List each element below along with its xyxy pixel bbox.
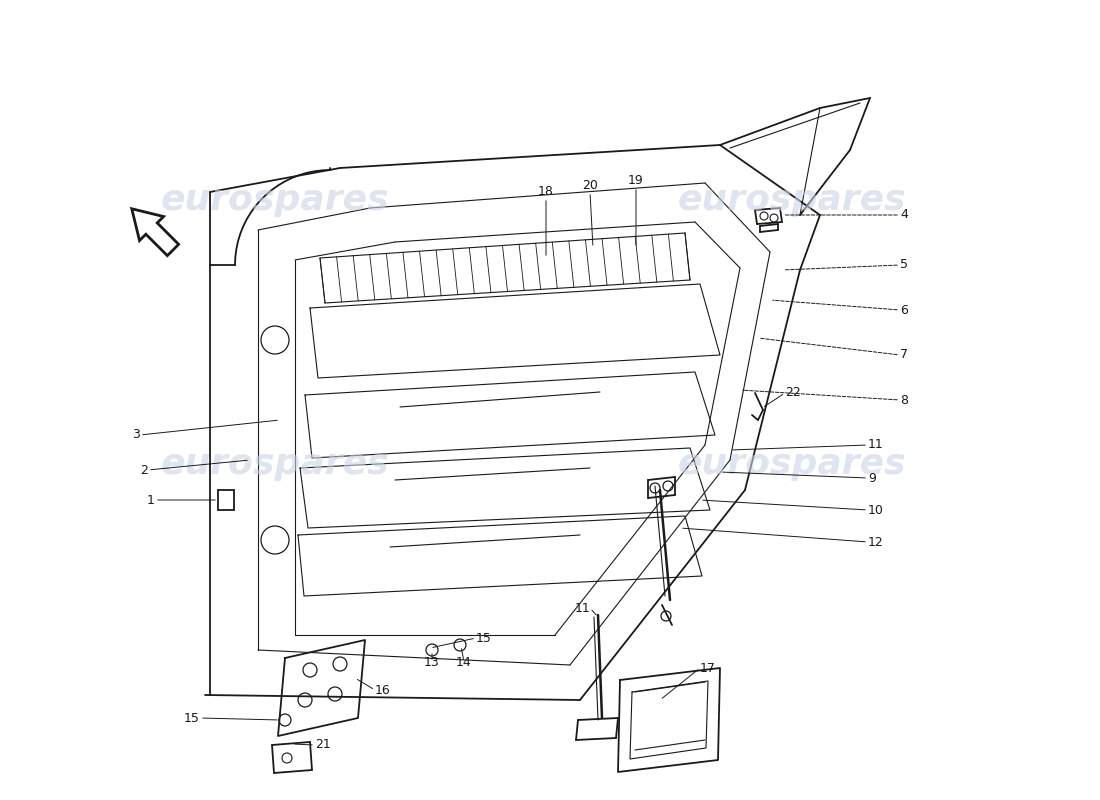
Text: 15: 15 <box>476 631 492 645</box>
Text: 12: 12 <box>868 535 883 549</box>
Text: 19: 19 <box>628 174 643 187</box>
Text: 11: 11 <box>868 438 883 451</box>
Text: 20: 20 <box>582 179 598 192</box>
Text: 11: 11 <box>574 602 590 614</box>
FancyArrow shape <box>132 209 178 256</box>
Text: 1: 1 <box>147 494 155 506</box>
Text: 22: 22 <box>785 386 801 399</box>
Text: 2: 2 <box>140 463 148 477</box>
Text: 10: 10 <box>868 503 884 517</box>
Text: eurospares: eurospares <box>161 183 389 217</box>
Text: 21: 21 <box>315 738 331 751</box>
Text: 18: 18 <box>538 185 554 198</box>
Text: eurospares: eurospares <box>161 447 389 481</box>
Text: 9: 9 <box>868 471 876 485</box>
Text: 7: 7 <box>900 349 908 362</box>
Text: 5: 5 <box>900 258 908 271</box>
Text: eurospares: eurospares <box>678 447 906 481</box>
Text: 4: 4 <box>900 209 908 222</box>
Text: 6: 6 <box>900 303 908 317</box>
Text: 15: 15 <box>184 711 200 725</box>
Text: 13: 13 <box>425 655 440 669</box>
Text: eurospares: eurospares <box>678 183 906 217</box>
Text: 16: 16 <box>375 683 390 697</box>
Text: 17: 17 <box>700 662 716 674</box>
Text: 14: 14 <box>456 655 472 669</box>
Text: 3: 3 <box>132 429 140 442</box>
Text: 8: 8 <box>900 394 908 406</box>
